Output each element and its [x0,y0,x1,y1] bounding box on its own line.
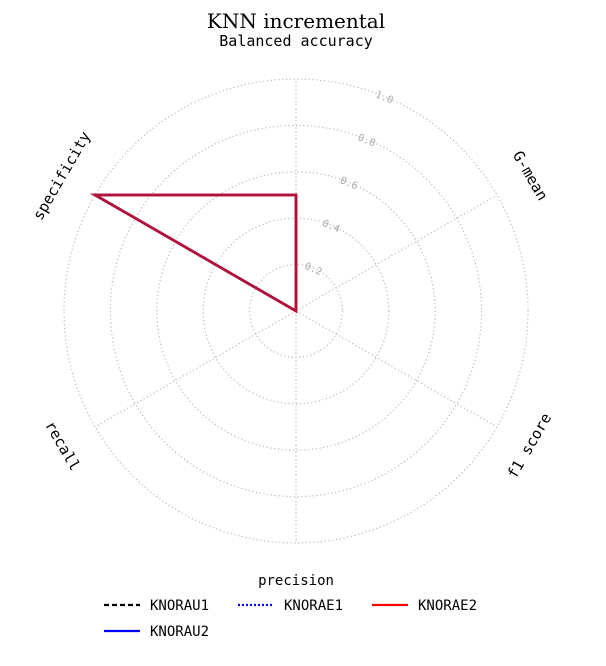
series-group [90,193,298,314]
grid-ring-3 [156,171,436,451]
chart-title: KNN incremental [207,9,385,33]
legend-label-knorae1: KNORAE1 [284,598,343,614]
legend-label-knorae2: KNORAE2 [418,598,477,614]
chart-subtitle: Balanced accuracy [219,32,373,50]
grid-ring-5 [63,78,529,544]
series-knorau2 [90,193,298,314]
legend-title: precision [258,573,334,589]
axis-label-recall: recall [41,418,84,474]
ring-tick-label: 1.0 [374,90,395,107]
ring-tick-label: 0.6 [338,175,359,192]
grid-ring-4 [109,124,483,498]
axis-label-g-mean: G-mean [509,148,552,204]
legend-label-knorau1: KNORAU1 [150,598,209,614]
ring-tick-label: 0.4 [320,218,341,235]
grid-ring-2 [202,217,390,405]
legend: KNORAU1 KNORAE1 KNORAE2 KNORAU2 [104,598,477,640]
ring-tick-label: 0.8 [356,132,377,149]
ring-tick-label: 0.2 [303,261,324,278]
grid-spoke-3 [295,310,498,428]
axis-labels: G-mean f1 score recall specificity [29,128,555,481]
legend-label-knorau2: KNORAU2 [150,624,209,640]
ring-tick-labels: 0.2 0.4 0.6 0.8 1.0 [303,90,395,279]
grid-spoke-2 [295,194,498,312]
axis-label-f1-score: f1 score [504,410,556,482]
axis-label-specificity: specificity [29,128,94,223]
grid-spoke-5 [94,310,297,428]
